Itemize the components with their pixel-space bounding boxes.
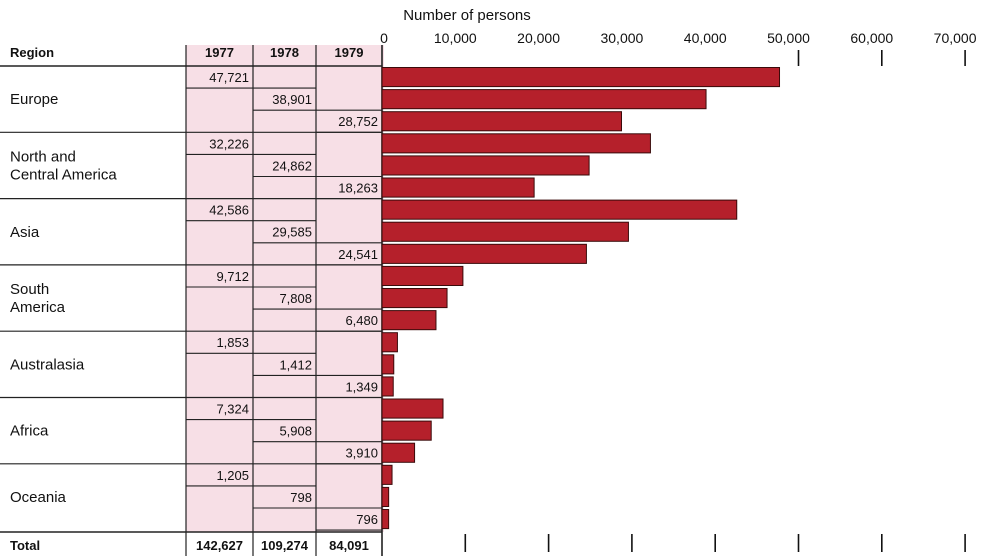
bar-1977 — [381, 199, 738, 220]
region-label-line: Oceania — [10, 489, 67, 506]
x-axis-title: Number of persons — [403, 7, 531, 24]
table-value: 796 — [356, 512, 378, 527]
x-tick-label: 70,000 — [934, 30, 977, 46]
x-tick-label: 30,000 — [600, 30, 643, 46]
total-label: Total — [10, 538, 40, 553]
region-label: South America — [10, 281, 66, 316]
region-label-line: Australasia — [10, 356, 85, 373]
table-value: 7,808 — [279, 291, 312, 306]
bar-1977 — [381, 265, 464, 286]
bar-1977 — [381, 464, 393, 485]
table-value: 1,853 — [216, 335, 249, 350]
table-value: 32,226 — [209, 136, 249, 151]
table-value: 28,752 — [338, 114, 378, 129]
x-tick-label: 40,000 — [684, 30, 727, 46]
x-tick-label: 20,000 — [517, 30, 560, 46]
year-header-1978: 1978 — [270, 45, 299, 60]
region-label: Oceania — [10, 489, 67, 506]
bar-1979 — [381, 376, 394, 397]
table-value: 24,541 — [338, 247, 378, 262]
bar-1978 — [381, 486, 390, 507]
bar-1978 — [381, 354, 395, 375]
region-label-line: Central America — [10, 166, 117, 183]
year-header-1977: 1977 — [205, 45, 234, 60]
table-value: 1,205 — [216, 468, 249, 483]
bar-1977 — [381, 332, 398, 353]
year-header-1979: 1979 — [335, 45, 364, 60]
x-tick-label: 60,000 — [850, 30, 893, 46]
region-label-line: South — [10, 281, 49, 298]
bar-1978 — [381, 89, 707, 110]
region-column-header: Region — [10, 45, 54, 60]
x-tick-label: 10,000 — [434, 30, 477, 46]
region-label-line: Europe — [10, 91, 58, 108]
table-value: 7,324 — [216, 402, 249, 417]
table-value: 42,586 — [209, 203, 249, 218]
bar-1977 — [381, 67, 781, 88]
region-label: Australasia — [10, 356, 85, 373]
bar-1978 — [381, 221, 629, 242]
table-value: 38,901 — [272, 92, 312, 107]
bar-1978 — [381, 288, 448, 309]
region-label: Africa — [10, 423, 49, 440]
bar-1977 — [381, 398, 444, 419]
table-value: 5,908 — [279, 424, 312, 439]
region-label: Asia — [10, 224, 40, 241]
bar-1979 — [381, 111, 623, 132]
x-tick-label: 50,000 — [767, 30, 810, 46]
bars — [381, 67, 781, 530]
region-label: North and Central America — [10, 148, 117, 183]
table-value: 3,910 — [345, 446, 378, 461]
table-value: 29,585 — [272, 225, 312, 240]
region-label-line: Asia — [10, 224, 40, 241]
bar-1978 — [381, 420, 432, 441]
table-value: 6,480 — [345, 313, 378, 328]
region-label: Europe — [10, 91, 58, 108]
bar-1979 — [381, 310, 437, 331]
region-label-line: America — [10, 299, 66, 316]
table-background — [186, 45, 384, 532]
total-value: 142,627 — [196, 538, 243, 553]
bar-1978 — [381, 155, 590, 176]
table-value: 9,712 — [216, 269, 249, 284]
table-value: 18,263 — [338, 181, 378, 196]
table-value: 24,862 — [272, 158, 312, 173]
x-tick-label: 0 — [380, 30, 388, 46]
table-value: 1,349 — [345, 379, 378, 394]
bar-1979 — [381, 509, 390, 530]
table-value: 47,721 — [209, 70, 249, 85]
bar-1977 — [381, 133, 651, 154]
bar-1979 — [381, 177, 535, 198]
total-value: 109,274 — [261, 538, 309, 553]
region-label-line: North and — [10, 148, 76, 165]
table-value: 798 — [290, 490, 312, 505]
total-value: 84,091 — [329, 538, 369, 553]
x-axis: 0 10,000 20,000 30,000 40,000 50,000 60,000 70,… — [380, 30, 977, 552]
table-value: 1,412 — [279, 357, 312, 372]
bar-1979 — [381, 243, 587, 264]
region-label-line: Africa — [10, 423, 49, 440]
bar-1979 — [381, 442, 416, 463]
